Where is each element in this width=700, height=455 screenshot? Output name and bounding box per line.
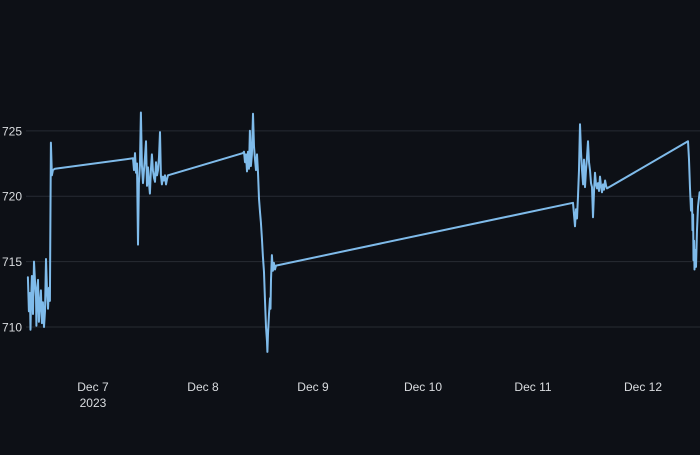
y-tick-label: 715 <box>2 255 22 269</box>
y-tick-label: 720 <box>2 190 22 204</box>
x-tick-label: Dec 9 <box>297 380 329 394</box>
price-line-series <box>26 111 700 353</box>
x-tick-label: Dec 10 <box>404 380 442 394</box>
y-tick-label: 725 <box>2 124 22 138</box>
x-tick-label: Dec 11 <box>514 380 551 394</box>
x-tick-label: Dec 8 <box>187 380 219 394</box>
x-tick-year-label: 2023 <box>80 396 107 410</box>
y-tick-label: 710 <box>2 321 22 335</box>
x-tick-label: Dec 12 <box>624 380 662 394</box>
x-tick-label: Dec 7 <box>77 380 109 394</box>
